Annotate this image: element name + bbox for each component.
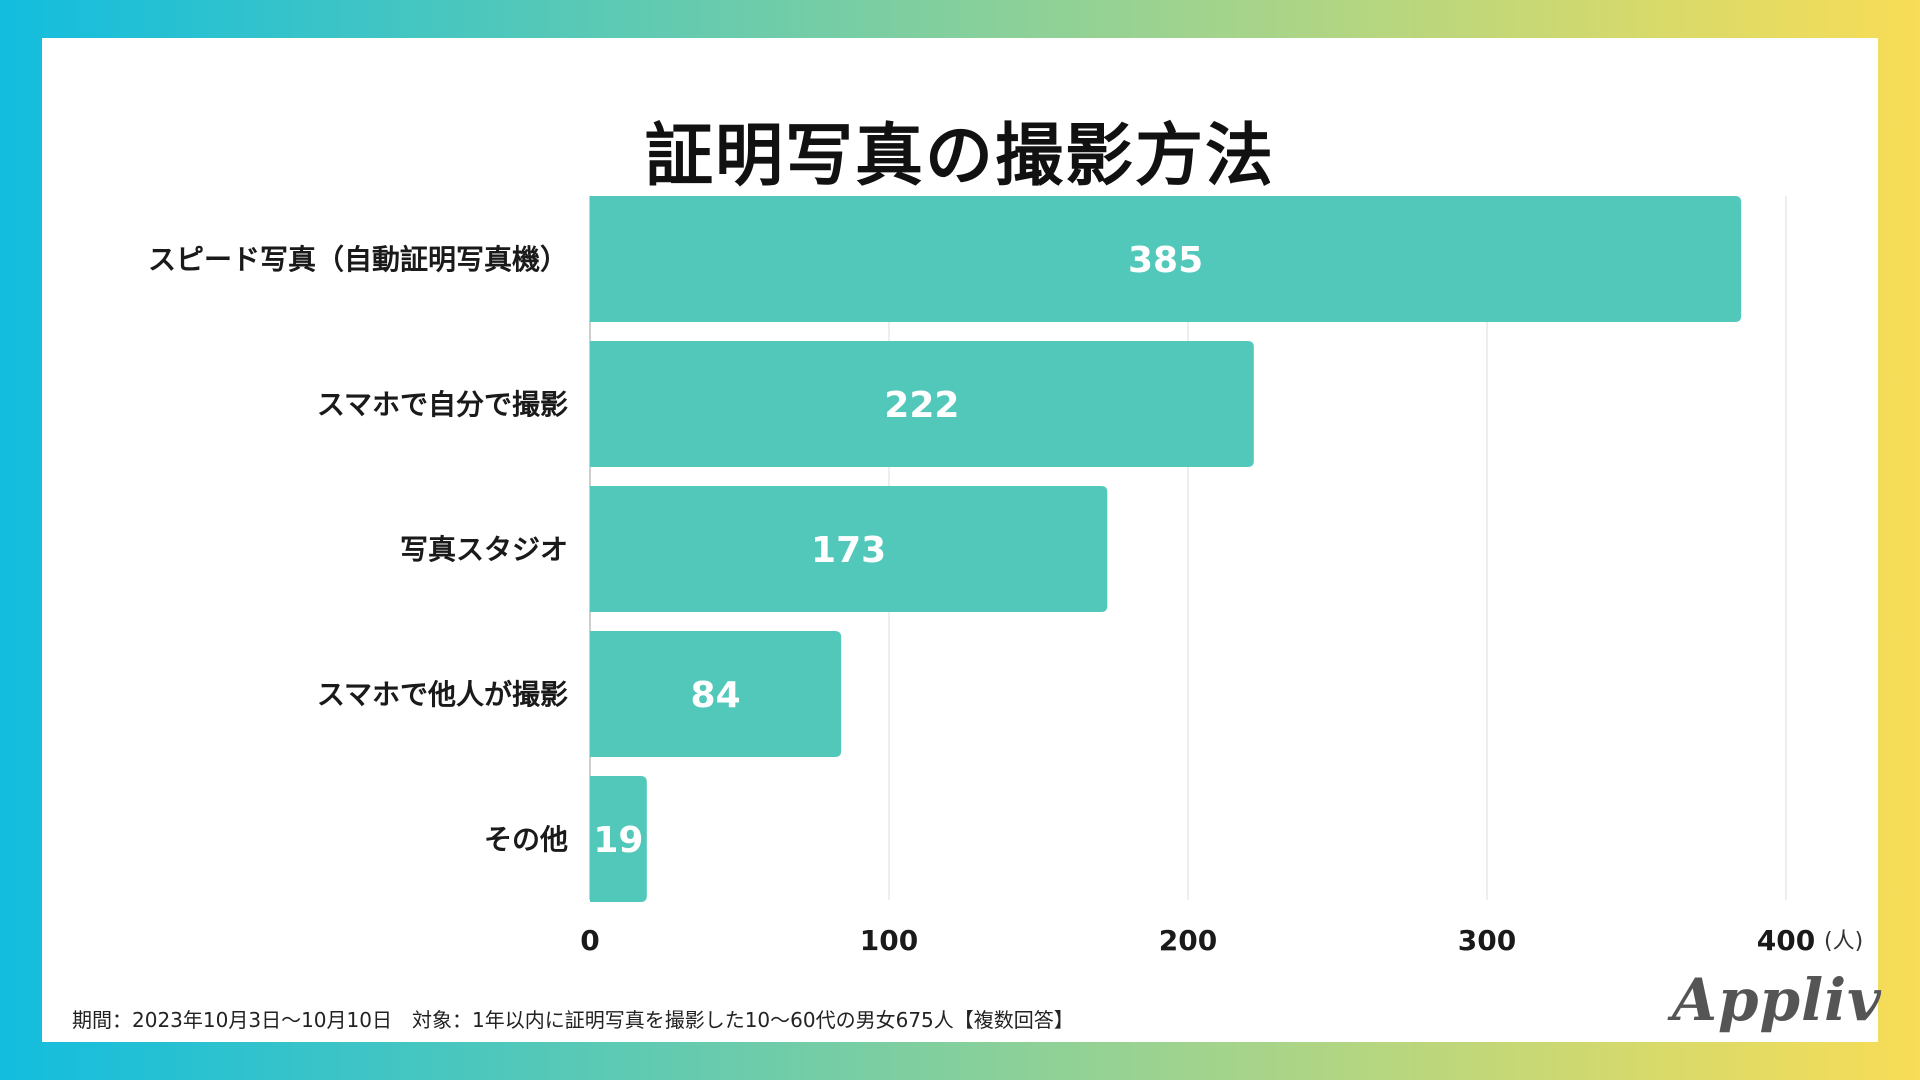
bar-chart: 385 222 173 84 19 スピード写真（自動証明写真機） スマホで自分で撮影写真… <box>148 196 1863 957</box>
x-unit-label: (人) <box>1824 929 1863 954</box>
bar <box>590 486 1108 612</box>
bar <box>590 196 1742 322</box>
applivlogo: Appliv <box>1672 966 1882 1034</box>
bar <box>590 776 647 902</box>
x-axis-ticks: 0 100 200 300 400 (人) <box>580 924 1863 957</box>
x-tick-label: 300 <box>1458 924 1516 957</box>
bar-value-label: 385 <box>1128 240 1203 281</box>
bars: 385 222 173 84 19 <box>590 196 1742 902</box>
chart-title: 証明写真の撮影方法 <box>644 117 1275 196</box>
category-labels: スピード写真（自動証明写真機） スマホで自分で撮影写真スタジオスマホで他人が撮影そ… <box>148 243 568 856</box>
bar-value-label: 19 <box>593 820 643 861</box>
bar <box>590 631 842 757</box>
bar-value-label: 222 <box>884 385 959 426</box>
category-label: スマホで他人が撮影 <box>317 678 568 711</box>
x-tick-label: 400 <box>1757 924 1815 957</box>
bar-value-label: 173 <box>811 530 886 571</box>
category-label: スマホで自分で撮影 <box>317 388 568 421</box>
category-label: 写真スタジオ <box>400 533 568 566</box>
x-tick-label: 0 <box>580 924 599 957</box>
chart-card: 証明写真の撮影方法 385 222 173 84 19 スピード写真（自動証明写真機）ス… <box>42 38 1882 1042</box>
survey-footnote: 期間：2023年10月3日〜10月10日 対象：1年以内に証明写真を撮影した10… <box>72 1008 1074 1032</box>
category-label: その他 <box>484 823 568 856</box>
x-tick-label: 200 <box>1159 924 1217 957</box>
x-tick-label: 100 <box>860 924 918 957</box>
bar-value-label: 84 <box>691 675 741 716</box>
category-label: スピード写真（自動証明写真機） <box>148 243 568 276</box>
bar <box>590 341 1254 467</box>
